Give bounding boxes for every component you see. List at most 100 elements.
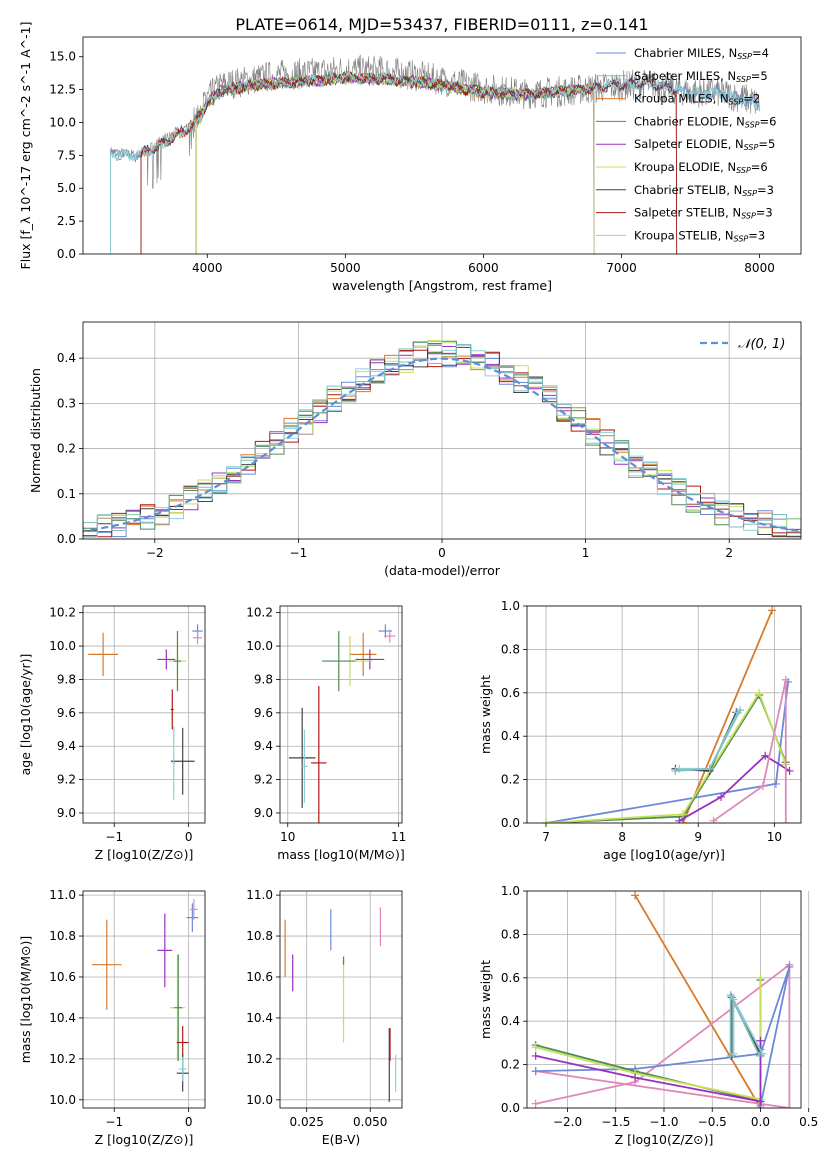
y-tick-label: 11.0 — [246, 888, 273, 902]
weight-marker — [717, 792, 726, 801]
weight-marker — [631, 1073, 640, 1082]
y-tick-label: 10.0 — [49, 639, 76, 653]
y-tick-label: 5.0 — [57, 181, 76, 195]
x-axis-label: wavelength [Angstrom, rest frame] — [332, 278, 552, 293]
y-tick-label: 1.0 — [501, 884, 520, 898]
weight-marker — [531, 1067, 540, 1076]
panel-weight_vs_age: 7 8 9 10 0.0 0.2 0.4 0.6 0.8 1.0 age [log10(age/yr… — [478, 599, 802, 862]
weight-marker — [771, 779, 780, 788]
plot-area-age_vs_Z — [88, 624, 203, 800]
x-tick-label: 0.025 — [290, 1115, 324, 1129]
legend-entry: Kroupa STELIB, NSSP=3 — [634, 228, 765, 243]
x-tick-label: 10 — [280, 830, 295, 844]
plot-area-weight_vs_Z — [531, 891, 794, 1108]
weight-marker — [709, 816, 718, 823]
y-tick-label: 10.0 — [49, 115, 76, 129]
y-tick-label: 0.0 — [501, 816, 520, 830]
weight-marker — [755, 1051, 764, 1060]
axes-frame — [279, 605, 403, 824]
y-tick-label: 10.4 — [49, 1011, 76, 1025]
panel-mass_vs_EBV: 0.025 0.050 10.0 10.2 10.4 10.6 10.8 11.0 E(B-V) — [246, 888, 403, 1147]
x-tick-label: −2 — [146, 546, 164, 560]
axes-frame — [82, 321, 802, 540]
x-tick-label: −1 — [105, 1115, 123, 1129]
gaussian-curve — [83, 357, 801, 533]
weight-marker — [756, 973, 765, 982]
weight-line-kroupa_elodie — [535, 977, 762, 1101]
y-tick-label: 9.2 — [57, 773, 76, 787]
legend-entry: Salpeter ELODIE, NSSP=5 — [634, 137, 775, 152]
plot-area-spectrum — [110, 54, 760, 254]
x-tick-label: −0.5 — [698, 1115, 727, 1129]
plot-area-weight_vs_age — [542, 606, 794, 823]
weight-marker — [768, 606, 777, 615]
weight-line-salpeter_miles — [729, 994, 761, 1057]
y-tick-label: 1.0 — [501, 599, 520, 613]
y-axis-label: mass weight — [478, 960, 493, 1039]
weight-marker — [785, 1104, 794, 1108]
y-tick-label: 0.0 — [57, 247, 76, 261]
y-tick-label: 0.4 — [501, 1014, 520, 1028]
y-tick-label: 10.0 — [246, 1093, 273, 1107]
y-tick-label: 10.0 — [246, 639, 273, 653]
panel-weight_vs_Z: −2.0 −1.5 −1.0 −0.5 0.0 0.5 0.0 0.2 0.4 0.6 0.8 1.0… — [478, 884, 818, 1147]
y-axis-label: mass [log10(M/M⊙)] — [18, 936, 33, 1064]
weight-line-chabrier_elodie — [535, 980, 762, 1103]
x-axis-label: Z [log10(Z/Z⊙)] — [95, 1132, 194, 1147]
y-axis-label: age [log10(age/yr)] — [18, 654, 33, 776]
legend-entry: Chabrier STELIB, NSSP=3 — [634, 183, 774, 198]
x-tick-label: −1 — [105, 830, 123, 844]
y-tick-label: 10.6 — [246, 970, 273, 984]
histogram-salpeter_miles — [83, 344, 801, 538]
x-tick-label: 0 — [438, 546, 446, 560]
weight-line-extra_pink — [712, 679, 787, 823]
plot-area-age_vs_mass — [288, 624, 396, 823]
y-tick-label: 0.2 — [57, 442, 76, 456]
y-axis-label: Flux [f_λ 10^-17 erg cm^-2 s^-1 A^-1] — [18, 22, 33, 270]
panel-residuals: −2 −1 0 1 2 0.0 0.1 0.2 0.3 0.4 (data-model)/error… — [28, 321, 802, 578]
weight-marker — [531, 1099, 540, 1108]
axes-frame — [82, 36, 802, 255]
x-tick-label: 7 — [542, 830, 550, 844]
y-tick-label: 0.6 — [501, 686, 520, 700]
y-tick-label: 10.2 — [49, 606, 76, 620]
y-tick-label: 10.4 — [246, 1011, 273, 1025]
x-tick-label: 11 — [391, 830, 406, 844]
y-tick-label: 9.6 — [254, 706, 273, 720]
legend-entry: Kroupa ELODIE, NSSP=6 — [634, 160, 768, 175]
y-tick-label: 0.2 — [501, 1058, 520, 1072]
y-tick-label: 9.8 — [254, 672, 273, 686]
panel-age_vs_Z: −1 0 9.0 9.2 9.4 9.6 9.8 10.0 10.2 Z [log10(Z/Z⊙)… — [18, 605, 206, 862]
x-tick-label: 2 — [725, 546, 733, 560]
y-tick-label: 0.1 — [57, 487, 76, 501]
weight-marker — [736, 706, 745, 715]
x-tick-label: 5000 — [330, 261, 361, 275]
x-tick-label: 7000 — [606, 261, 637, 275]
weight-marker — [542, 819, 551, 823]
x-tick-label: 9 — [694, 830, 702, 844]
x-axis-label: Z [log10(Z/Z⊙)] — [95, 847, 194, 862]
legend-entry: Chabrier MILES, NSSP=4 — [634, 46, 769, 61]
y-tick-label: 15.0 — [49, 50, 76, 64]
y-tick-label: 11.0 — [49, 888, 76, 902]
x-tick-label: 0.050 — [353, 1115, 387, 1129]
legend-entry: Kroupa MILES, NSSP=2 — [634, 92, 760, 107]
y-tick-label: 0.6 — [501, 971, 520, 985]
x-tick-label: 6000 — [468, 261, 499, 275]
weight-line-chabrier_stelib — [675, 711, 738, 772]
plot-area-mass_vs_Z — [91, 899, 199, 1092]
y-tick-label: 10.6 — [49, 970, 76, 984]
legend-entry: Chabrier ELODIE, NSSP=6 — [634, 114, 776, 129]
panel-mass_vs_Z: −1 0 10.0 10.2 10.4 10.6 10.8 11.0 Z [log10(Z/Z⊙… — [18, 888, 206, 1147]
y-axis-label: mass weight — [478, 675, 493, 754]
y-axis-label: Normed distribution — [28, 368, 43, 493]
y-tick-label: 0.4 — [57, 351, 76, 365]
weight-line-chabrier_elodie — [545, 693, 787, 823]
legend-entry: Salpeter MILES, NSSP=5 — [634, 69, 768, 84]
y-tick-label: 9.2 — [254, 773, 273, 787]
weight-marker — [781, 819, 790, 823]
weight-marker — [671, 766, 680, 775]
y-tick-label: 0.4 — [501, 729, 520, 743]
plot-area-residuals — [83, 340, 801, 538]
